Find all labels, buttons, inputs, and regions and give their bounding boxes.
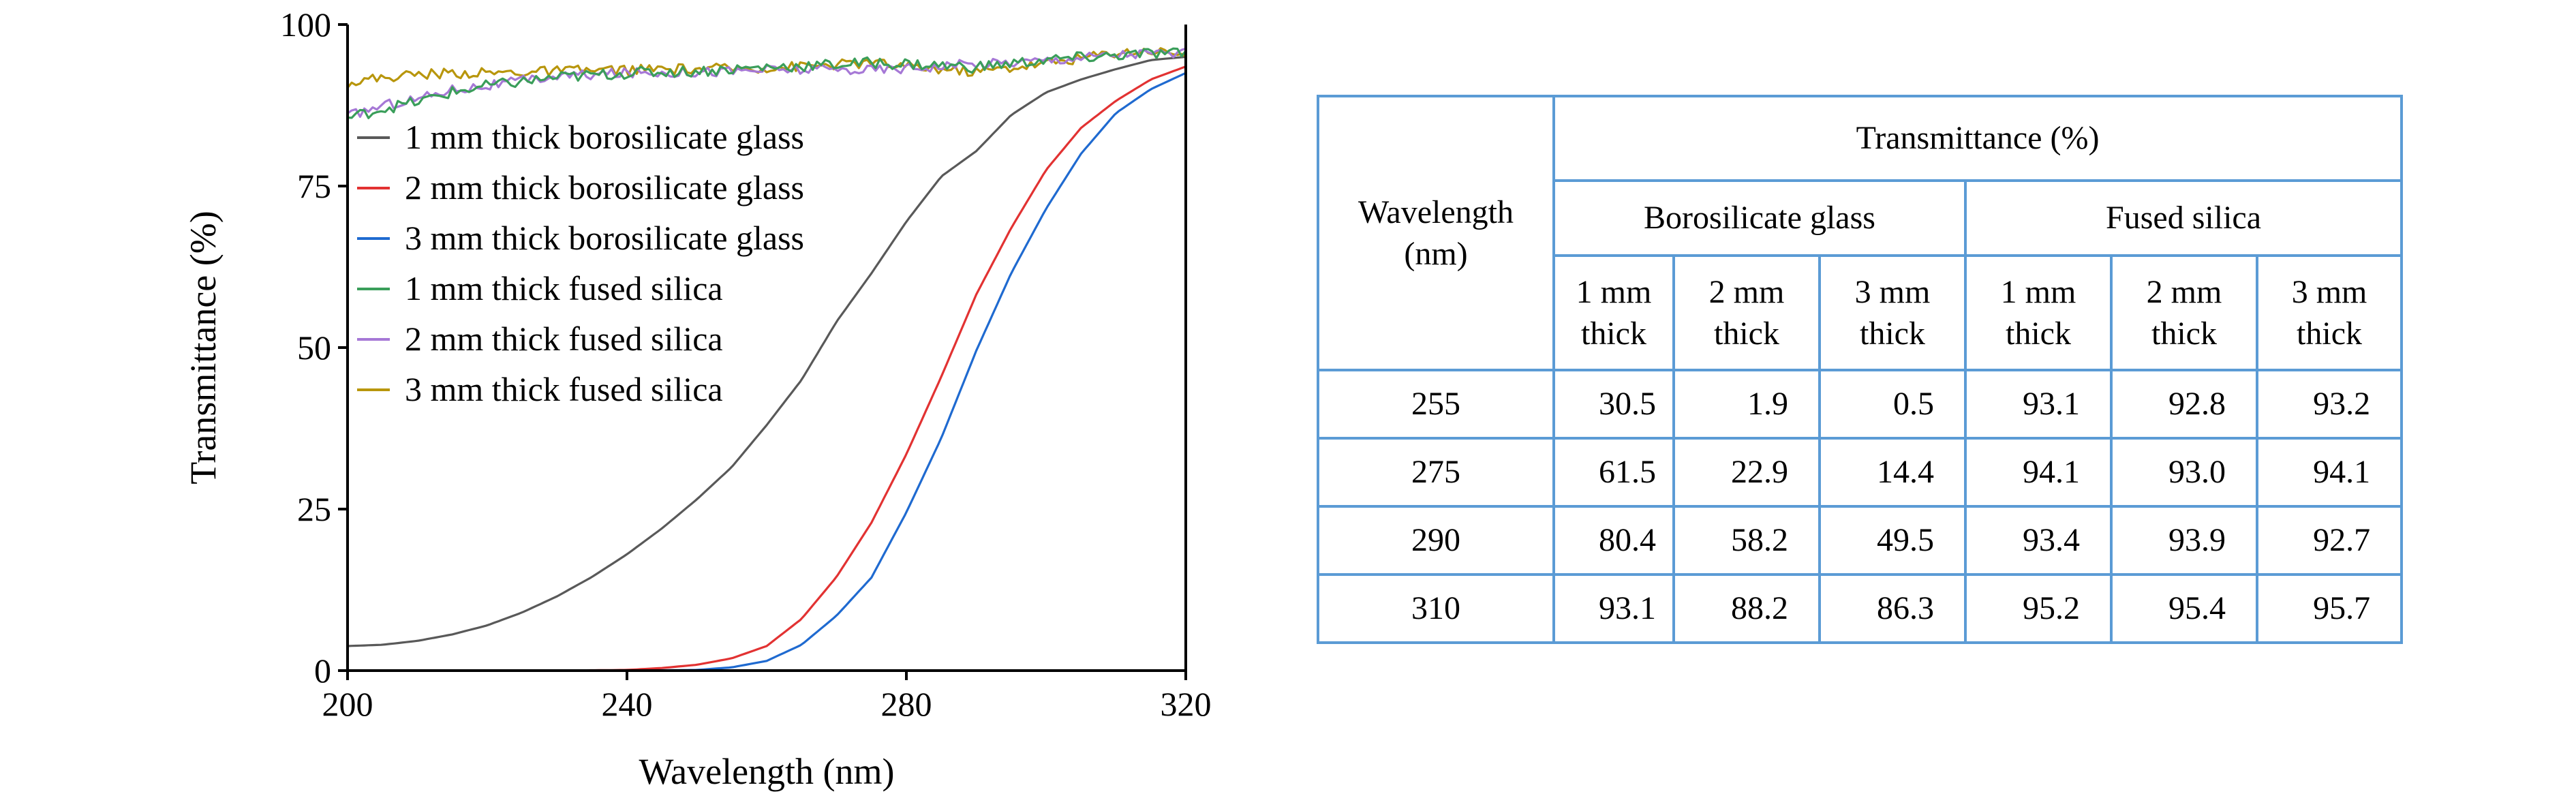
table-header-row-2: Borosilicate glass Fused silica xyxy=(1318,179,2404,257)
y-tick-label: 50 xyxy=(297,328,331,367)
table-cell-value: 30.5 xyxy=(1552,369,1675,440)
axes-group: 200 240 280 320 0 25 50 75 100 Wavelength (nm) Tra… xyxy=(183,5,1212,792)
series-line-1 xyxy=(348,65,1186,672)
table-cell-value: 95.7 xyxy=(2255,573,2404,644)
x-tick-label: 200 xyxy=(322,685,373,723)
legend-label-0: 1 mm thick borosilicate glass xyxy=(405,118,804,156)
table-cell-value: 88.2 xyxy=(1672,573,1821,644)
y-tick-label: 75 xyxy=(297,167,331,205)
x-tick-label: 240 xyxy=(602,685,653,723)
group-fused-silica: Fused silica xyxy=(1963,179,2404,257)
subheader-2: 3 mm thick xyxy=(1818,254,1967,371)
legend-label-3: 1 mm thick fused silica xyxy=(405,269,723,307)
subheader-2-line-1: thick xyxy=(1860,316,1925,352)
table-cell-value: 93.1 xyxy=(1552,573,1675,644)
subheader-3-line-1: thick xyxy=(2006,316,2071,352)
x-tick-label: 320 xyxy=(1161,685,1212,723)
legend: 1 mm thick borosilicate glass 2 mm thick … xyxy=(357,118,804,408)
header-wavelength: Wavelength (nm) xyxy=(1317,95,1555,371)
table-cell-value: 94.1 xyxy=(1964,437,2113,508)
table-cell-value: 86.3 xyxy=(1818,573,1967,644)
series-line-0 xyxy=(347,55,1186,647)
table-cell-value: 93.9 xyxy=(2110,505,2258,576)
table-body: Wavelength (nm) Transmittance (%) Borosi… xyxy=(1317,95,2404,644)
table-cell-wavelength: 255 xyxy=(1317,369,1555,440)
table-cell-value: 0.5 xyxy=(1818,369,1967,440)
y-axis-label: Transmittance (%) xyxy=(183,211,224,484)
legend-label-5: 3 mm thick fused silica xyxy=(405,370,723,408)
subheader-3-line-0: 1 mm xyxy=(2000,273,2076,310)
subheader-5-line-0: 3 mm xyxy=(2291,273,2367,310)
table-cell-value: 61.5 xyxy=(1552,437,1675,508)
table-cell-value: 22.9 xyxy=(1672,437,1821,508)
table-cell-wavelength: 275 xyxy=(1317,437,1555,508)
table-row: 255 30.5 1.9 0.5 93.1 92.8 93.2 xyxy=(1317,369,2404,440)
table-row: 290 80.4 58.2 49.5 93.4 93.9 92.7 xyxy=(1317,505,2404,576)
legend-label-4: 2 mm thick fused silica xyxy=(405,320,723,358)
table-cell-value: 93.2 xyxy=(2255,369,2404,440)
table-cell-value: 93.1 xyxy=(1964,369,2113,440)
y-tick-label: 100 xyxy=(280,5,331,44)
table-cell-value: 95.4 xyxy=(2110,573,2258,644)
legend-label-2: 3 mm thick borosilicate glass xyxy=(405,219,804,257)
header-wavelength-line-2: (nm) xyxy=(1404,236,1468,272)
table-cell-value: 95.2 xyxy=(1964,573,2113,644)
subheader-0-line-0: 1 mm xyxy=(1576,273,1652,310)
subheader-4: 2 mm thick xyxy=(2110,254,2258,371)
header-wavelength-line-1: Wavelength xyxy=(1358,194,1514,230)
header-transmittance: Transmittance (%) xyxy=(1552,95,2404,182)
table-cell-value: 80.4 xyxy=(1552,505,1675,576)
table-cell-value: 93.0 xyxy=(2110,437,2258,508)
subheader-5-line-1: thick xyxy=(2297,316,2363,352)
table-cell-wavelength: 290 xyxy=(1317,505,1555,576)
table-cell-value: 58.2 xyxy=(1672,505,1821,576)
x-axis-label: Wavelength (nm) xyxy=(639,751,894,792)
legend-label-1: 2 mm thick borosilicate glass xyxy=(405,168,804,206)
table-cell-value: 49.5 xyxy=(1818,505,1967,576)
subheader-0: 1 mm thick xyxy=(1552,254,1675,371)
subheader-4-line-0: 2 mm xyxy=(2146,273,2222,310)
table-cell-value: 1.9 xyxy=(1672,369,1821,440)
group-borosilicate-glass: Borosilicate glass xyxy=(1552,179,1967,257)
subheader-1: 2 mm thick xyxy=(1672,254,1821,371)
x-tick-label: 280 xyxy=(881,685,932,723)
table-row: 275 61.5 22.9 14.4 94.1 93.0 94.1 xyxy=(1317,437,2404,508)
table-cell-value: 14.4 xyxy=(1818,437,1967,508)
table-cell-value: 92.7 xyxy=(2255,505,2404,576)
subheader-0-line-1: thick xyxy=(1581,316,1646,352)
subheader-2-line-0: 3 mm xyxy=(1854,273,1931,310)
series-line-3 xyxy=(347,47,1187,119)
subheader-1-line-0: 2 mm xyxy=(1708,273,1785,310)
table-header-row-1: Wavelength (nm) Transmittance (%) xyxy=(1317,95,2404,371)
y-tick-label: 25 xyxy=(297,490,331,528)
y-tick-label: 0 xyxy=(314,652,331,690)
table-cell-wavelength: 310 xyxy=(1317,573,1555,644)
subheader-4-line-1: thick xyxy=(2151,316,2217,352)
table-row: 310 93.1 88.2 86.3 95.2 95.4 95.7 xyxy=(1317,573,2404,644)
table-cell-value: 94.1 xyxy=(2255,437,2404,508)
subheader-3: 1 mm thick xyxy=(1964,254,2113,371)
subheader-5: 3 mm thick xyxy=(2255,254,2404,371)
table-cell-value: 93.4 xyxy=(1964,505,2113,576)
transmittance-table: Wavelength (nm) Transmittance (%) Borosi… xyxy=(1317,95,2404,644)
transmittance-chart: 200 240 280 320 0 25 50 75 100 Wavelength (nm) Tra… xyxy=(183,5,1212,792)
table-cell-value: 92.8 xyxy=(2110,369,2258,440)
series-line-5 xyxy=(346,47,1186,89)
subheader-1-line-1: thick xyxy=(1714,316,1779,352)
table-header-row-3: 1 mm thick 2 mm thick 3 mm thick 1 mm thick 2 mm… xyxy=(1318,254,2404,371)
